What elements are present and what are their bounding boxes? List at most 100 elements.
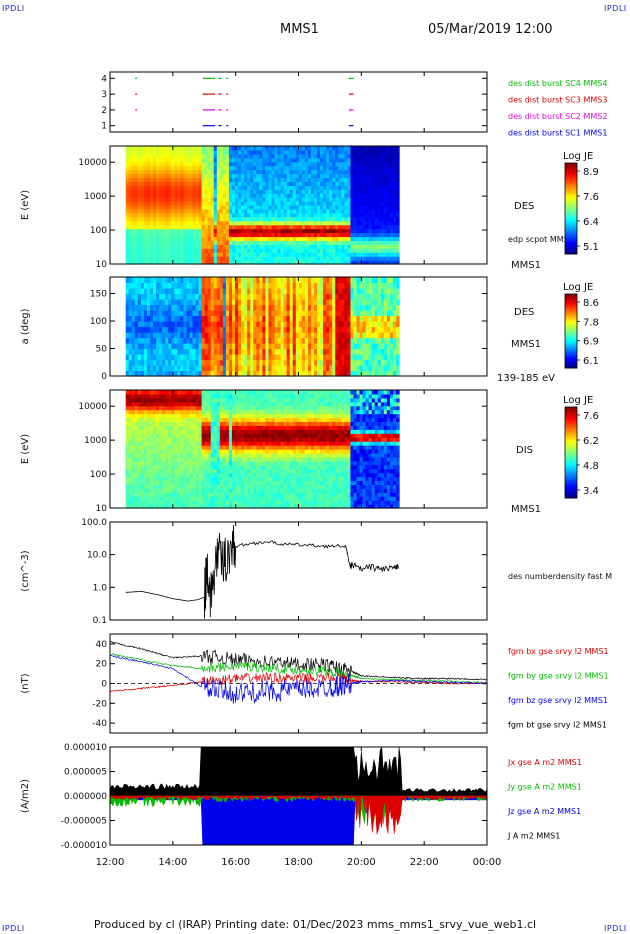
heatmap-cell	[295, 146, 300, 151]
heatmap-cell	[365, 205, 370, 210]
heatmap-cell	[326, 205, 330, 210]
heatmap-cell	[201, 228, 206, 234]
heatmap-cell	[238, 146, 242, 151]
heatmap-cell	[301, 359, 306, 366]
heatmap-cell	[329, 181, 333, 186]
colorbar-frame	[564, 293, 578, 369]
heatmap-cell	[280, 149, 285, 155]
heatmap-cell	[213, 216, 218, 222]
heatmap-cell	[192, 149, 197, 155]
heatmap-cell	[189, 169, 194, 175]
heatmap-cell	[225, 370, 230, 377]
heatmap-cell	[292, 197, 297, 202]
heatmap-cell	[195, 359, 200, 366]
heatmap-cell	[277, 197, 282, 202]
heatmap-cell	[134, 157, 139, 163]
heatmap-cell	[183, 212, 188, 218]
heatmap-cell	[262, 169, 267, 175]
heatmap-cell	[153, 212, 157, 218]
heatmap-cell	[353, 365, 358, 372]
heatmap-cell	[210, 189, 215, 194]
heatmap-cell	[192, 208, 197, 214]
heatmap-cell	[216, 205, 221, 210]
heatmap-cell	[386, 146, 391, 151]
heatmap-cell	[195, 165, 200, 171]
heatmap-cell	[374, 205, 379, 210]
heatmap-cell	[210, 149, 215, 155]
heatmap-cell	[137, 149, 142, 155]
heatmap-cell	[298, 216, 303, 222]
heatmap-cell	[314, 348, 318, 355]
heatmap-cell	[156, 244, 160, 249]
heatmap-cell	[232, 326, 236, 333]
heatmap-cell	[131, 321, 136, 328]
heatmap-cell	[156, 500, 160, 505]
heatmap-cell	[307, 185, 312, 190]
heatmap-cell	[125, 149, 130, 155]
heatmap-cell	[341, 157, 345, 163]
heatmap-cell	[222, 370, 227, 377]
heatmap-cell	[320, 173, 324, 179]
heatmap-cell	[244, 248, 248, 253]
heatmap-cell	[131, 460, 136, 466]
heatmap-cell	[338, 185, 342, 190]
heatmap-cell	[380, 157, 385, 163]
colorbar-cell	[565, 210, 577, 214]
heatmap-cell	[131, 484, 136, 489]
heatmap-cell	[235, 193, 239, 198]
heatmap-cell	[274, 146, 279, 151]
heatmap-cell	[335, 365, 339, 372]
heatmap-cell	[192, 256, 197, 261]
heatmap-cell	[140, 484, 145, 489]
heatmap-cell	[383, 299, 388, 306]
heatmap-cell	[262, 288, 267, 295]
heatmap-cell	[165, 452, 169, 458]
heatmap-cell	[371, 240, 376, 245]
heatmap-cell	[195, 181, 200, 186]
heatmap-cell	[128, 197, 133, 202]
heatmap-cell	[247, 197, 251, 202]
heatmap-cell	[153, 393, 157, 399]
heatmap-cell	[134, 146, 139, 151]
heatmap-cell	[389, 201, 394, 206]
heatmap-cell	[389, 244, 394, 249]
heatmap-cell	[286, 169, 291, 175]
heatmap-cell	[268, 321, 273, 328]
heatmap-cell	[165, 288, 169, 295]
heatmap-cell	[386, 173, 391, 179]
heatmap-cell	[168, 429, 172, 434]
heatmap-cell	[259, 169, 263, 175]
heatmap-cell	[162, 433, 166, 438]
heatmap-cell	[298, 332, 303, 339]
heatmap-cell	[341, 260, 345, 265]
heatmap-cell	[146, 445, 151, 450]
heatmap-cell	[134, 208, 139, 214]
heatmap-cell	[307, 240, 312, 245]
heatmap-cell	[238, 228, 242, 234]
heatmap-cell	[280, 248, 285, 253]
heatmap-cell	[189, 337, 194, 344]
heatmap-cell	[174, 315, 178, 322]
heatmap-cell	[225, 228, 230, 234]
heatmap-cell	[338, 256, 342, 261]
heatmap-cell	[198, 161, 203, 167]
heatmap-cell	[359, 201, 364, 206]
heatmap-cell	[204, 216, 209, 222]
heatmap-cell	[128, 256, 133, 261]
heatmap-cell	[271, 252, 276, 257]
heatmap-cell	[274, 244, 279, 249]
heatmap-cell	[268, 288, 273, 295]
heatmap-cell	[150, 343, 154, 350]
heatmap-cell	[201, 212, 206, 218]
heatmap-cell	[259, 146, 263, 151]
heatmap-cell	[347, 236, 352, 241]
heatmap-cell	[213, 149, 218, 155]
heatmap-cell	[259, 337, 263, 344]
heatmap-cell	[371, 348, 376, 355]
heatmap-cell	[374, 299, 379, 306]
heatmap-cell	[201, 244, 206, 249]
heatmap-cell	[222, 282, 227, 289]
heatmap-cell	[253, 212, 257, 218]
heatmap-cell	[298, 321, 303, 328]
heatmap-cell	[320, 252, 324, 257]
